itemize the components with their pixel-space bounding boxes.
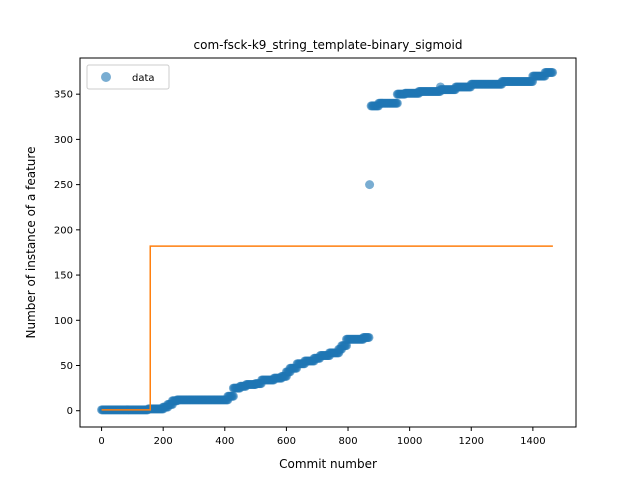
data-point — [548, 67, 558, 77]
data-point — [435, 82, 445, 92]
y-tick-label: 250 — [54, 180, 73, 191]
step-line — [101, 245, 553, 411]
x-tick-label: 1200 — [459, 436, 484, 447]
legend-label-data: data — [132, 73, 155, 84]
x-tick-label: 1000 — [397, 436, 422, 447]
x-tick-label: 800 — [338, 436, 357, 447]
y-tick-label: 300 — [54, 135, 73, 146]
x-tick-label: 400 — [215, 436, 234, 447]
data-series — [97, 67, 558, 415]
data-point — [364, 332, 374, 342]
data-point — [392, 98, 402, 108]
y-axis-label: Number of instance of a feature — [24, 147, 38, 339]
axes-frame — [79, 57, 577, 428]
chart-title: com-fsck-k9_string_template-binary_sigmo… — [194, 38, 463, 52]
y-tick-label: 0 — [67, 406, 73, 417]
data-point — [365, 180, 375, 190]
y-axis: 0 50 100 150 200 250 300 350 — [54, 90, 80, 417]
x-axis-label: Commit number — [279, 457, 377, 471]
y-tick-label: 150 — [54, 271, 73, 282]
x-tick-label: 200 — [154, 436, 173, 447]
legend-marker-data — [101, 72, 111, 82]
x-tick-label: 600 — [277, 436, 296, 447]
data-point — [228, 391, 238, 401]
legend: data — [86, 64, 170, 90]
x-tick-label: 0 — [98, 436, 104, 447]
legend-box — [86, 64, 170, 90]
y-tick-label: 350 — [54, 90, 73, 101]
y-tick-label: 50 — [60, 361, 73, 372]
plot-area — [97, 67, 558, 415]
y-tick-label: 200 — [54, 225, 73, 236]
y-tick-label: 100 — [54, 316, 73, 327]
x-tick-label: 1400 — [520, 436, 545, 447]
x-axis: 0 200 400 600 800 1000 1200 1400 — [98, 427, 546, 447]
step-series — [101, 245, 553, 411]
